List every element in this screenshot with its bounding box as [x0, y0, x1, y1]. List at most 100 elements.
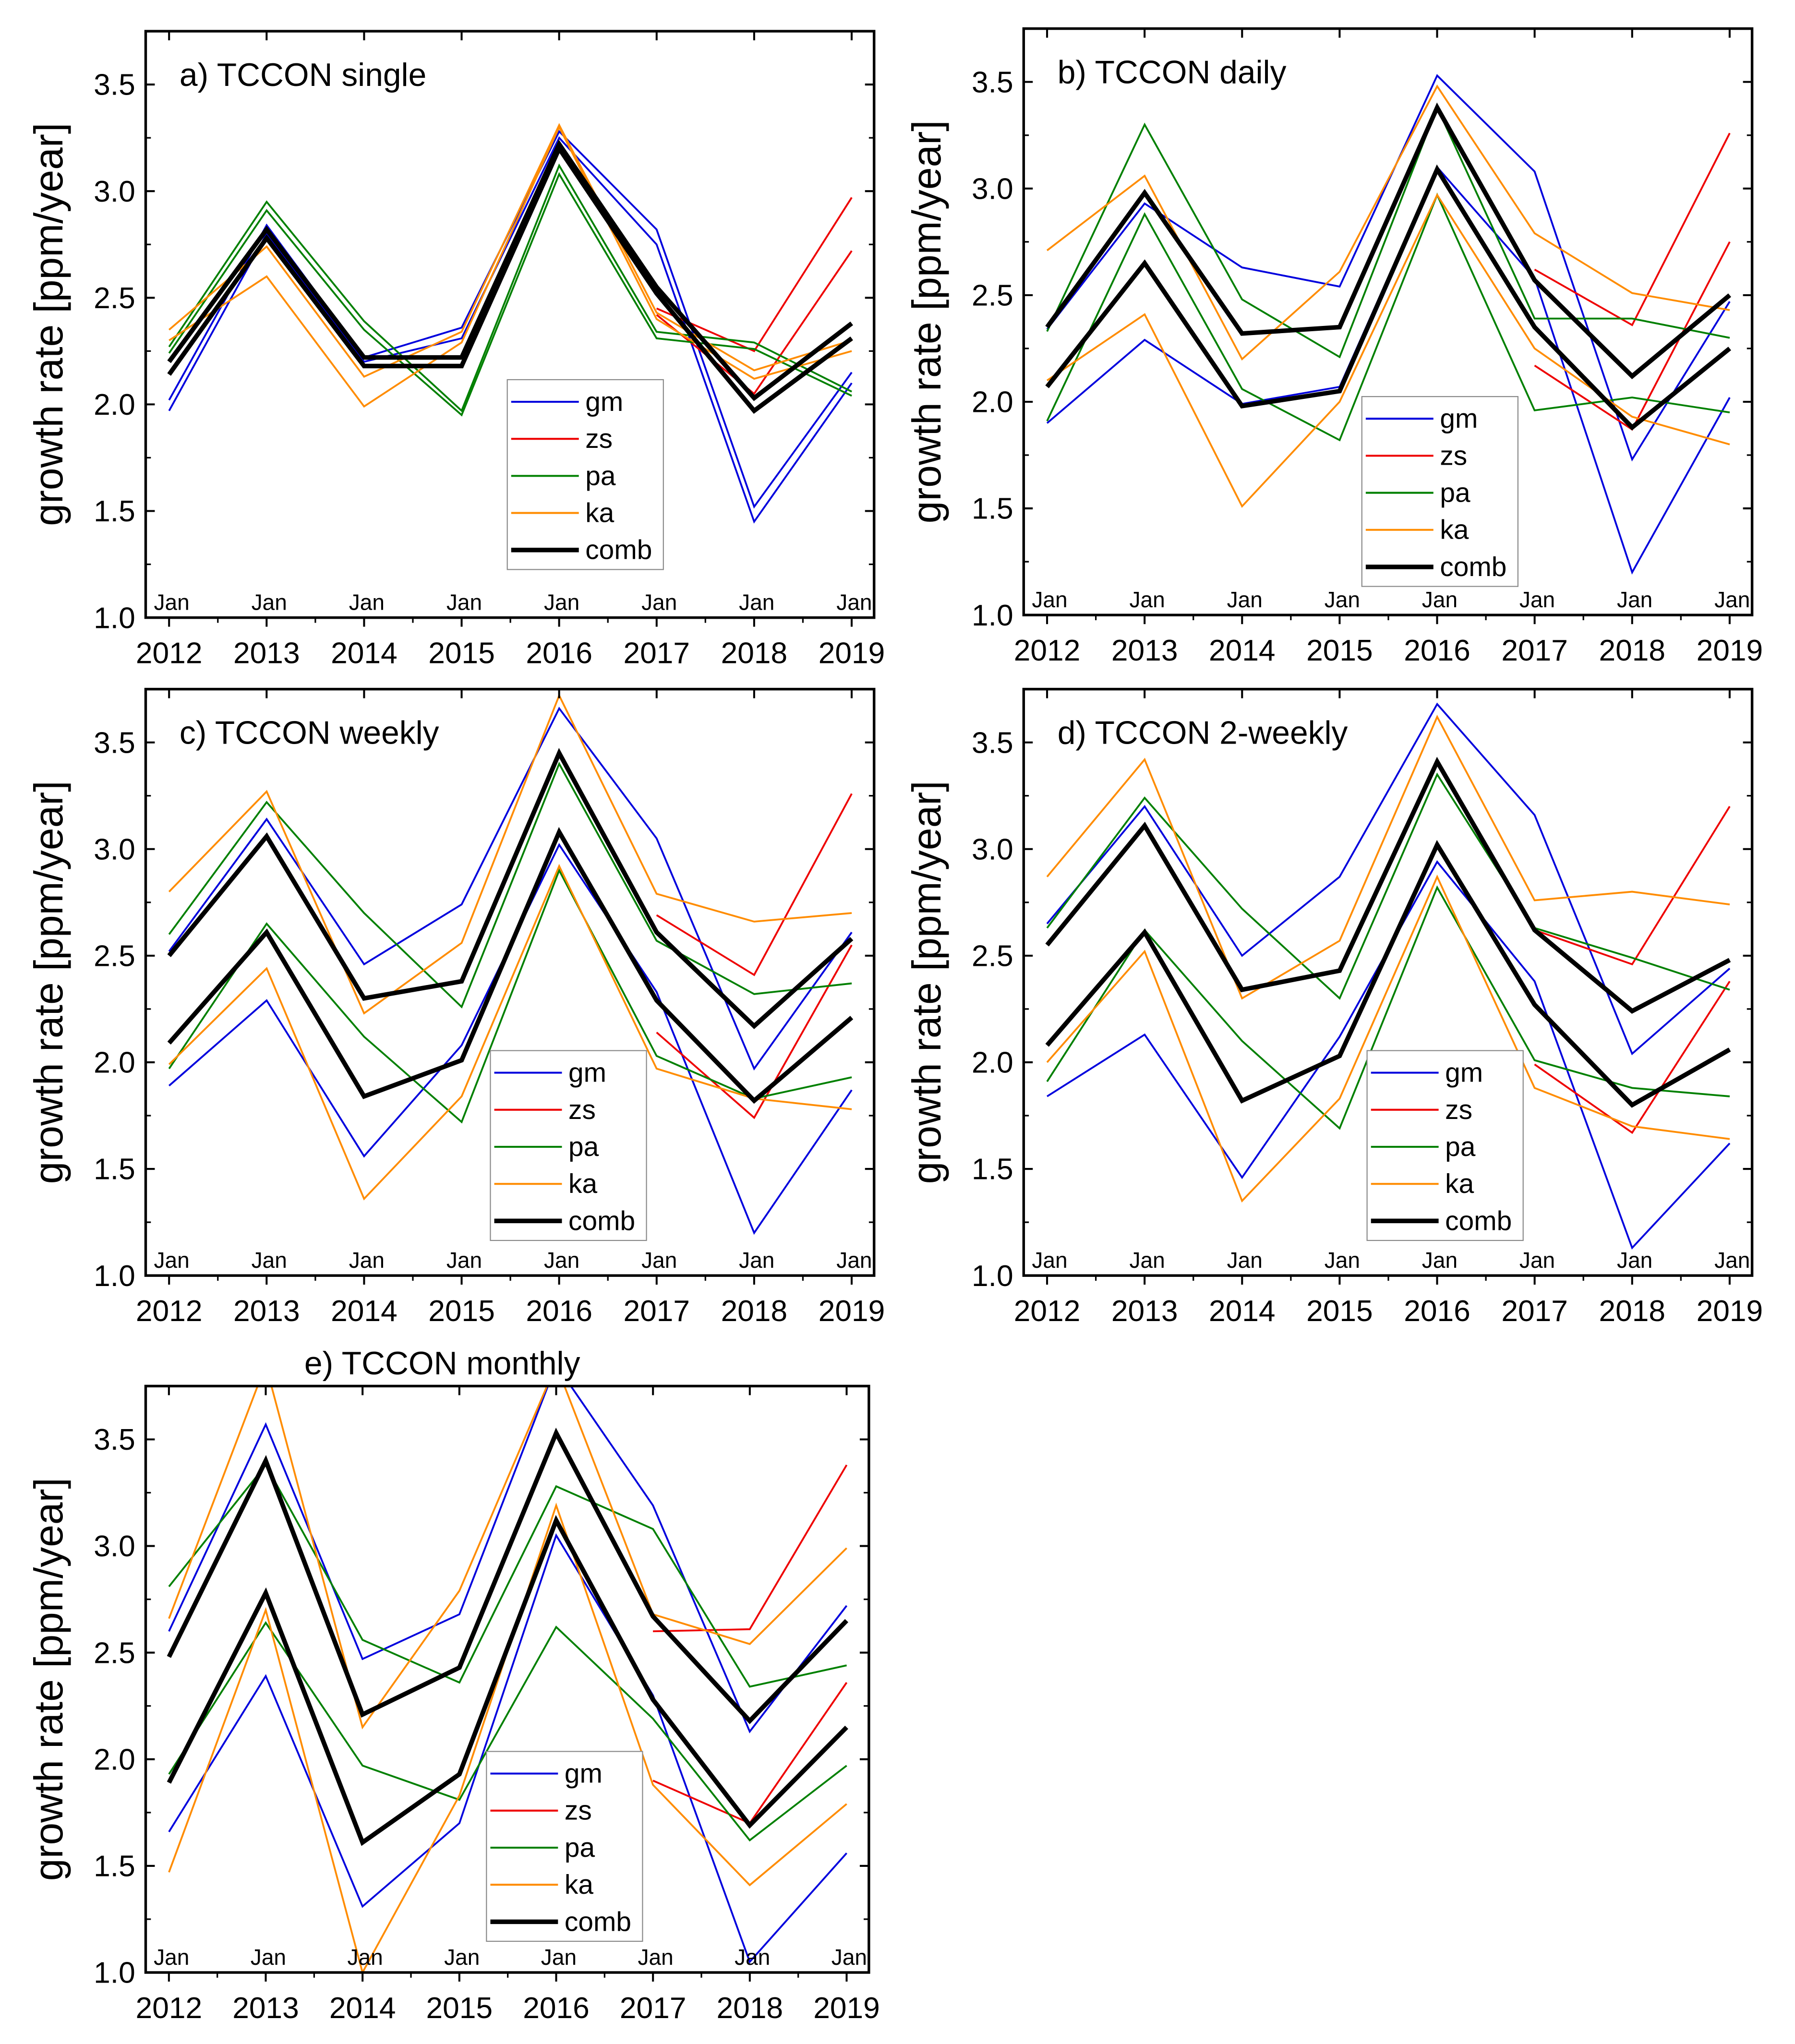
legend-label-ka: ka: [1445, 1169, 1474, 1199]
legend-label-comb: comb: [585, 535, 652, 565]
series-line-pa-lower: [168, 172, 852, 417]
x-tick-label: 2019: [1697, 634, 1763, 667]
y-tick-label: 3.5: [972, 66, 1013, 99]
series-line-gm-lower: [168, 1533, 847, 1964]
legend-label-zs: zs: [568, 1095, 596, 1125]
y-axis-label: growth rate [ppm/year]: [904, 120, 949, 523]
x-tick-label: 2017: [1501, 1295, 1568, 1328]
y-tick-label: 3.0: [972, 833, 1013, 866]
y-tick-label: 2.5: [94, 1636, 135, 1670]
x-tick-label: 2012: [136, 1992, 203, 2025]
x-tick-label: 2019: [1697, 1295, 1763, 1328]
series-line-pa-lower: [1046, 885, 1730, 1130]
y-tick-label: 2.5: [94, 282, 135, 315]
series-line-ka-lower: [168, 864, 852, 1201]
chart-panel-3: 1.0 1.5 2.0 2.5 3.0 3.5 2012 Jan 2013 Jan 2014 Jan 2…: [904, 687, 1763, 1328]
chart-title: b) TCCON daily: [1058, 54, 1287, 90]
x-month-label: Jan: [1519, 587, 1555, 612]
series-line-comb-lower: [1045, 164, 1731, 431]
x-month-label: Jan: [1227, 587, 1263, 612]
legend-label-comb: comb: [1440, 552, 1506, 582]
x-month-label: Jan: [1129, 1248, 1165, 1273]
legend-label-pa: pa: [585, 461, 616, 491]
y-tick-label: 1.5: [972, 493, 1013, 526]
x-tick-label: 2013: [233, 637, 300, 670]
x-month-label: Jan: [739, 589, 774, 614]
x-month-label: Jan: [544, 1248, 579, 1273]
y-tick-label: 3.5: [94, 69, 135, 102]
legend-box: [1366, 1050, 1524, 1241]
y-tick-label: 1.5: [972, 1153, 1013, 1186]
x-tick-label: 2016: [523, 1992, 590, 2025]
x-month-label: Jan: [638, 1945, 673, 1970]
x-tick-label: 2013: [1111, 1295, 1178, 1328]
legend-label-gm: gm: [585, 387, 623, 417]
y-tick-label: 3.0: [94, 833, 135, 866]
y-tick-label: 2.0: [94, 388, 135, 421]
legend: gm zs pa ka comb: [486, 1751, 643, 1942]
chart-title: d) TCCON 2-weekly: [1058, 715, 1348, 751]
series-line-pa-lower: [168, 868, 852, 1124]
legend-label-zs: zs: [1445, 1095, 1472, 1125]
y-axis-label: growth rate [ppm/year]: [26, 781, 71, 1184]
x-month-label: Jan: [1422, 587, 1458, 612]
legend-label-pa: pa: [565, 1833, 595, 1863]
legend: gm zs pa ka comb: [1361, 396, 1518, 587]
x-tick-label: 2016: [1404, 634, 1470, 667]
x-month-label: Jan: [444, 1945, 480, 1970]
x-tick-label: 2014: [331, 1295, 398, 1328]
legend-label-pa: pa: [1445, 1132, 1476, 1162]
legend-label-pa: pa: [568, 1132, 599, 1162]
x-tick-label: 2012: [136, 637, 203, 670]
x-month-label: Jan: [349, 1248, 385, 1273]
x-tick-label: 2015: [428, 1295, 495, 1328]
legend-label-ka: ka: [565, 1870, 593, 1900]
y-tick-label: 3.5: [972, 726, 1013, 759]
legend-box: [486, 1751, 643, 1942]
x-month-label: Jan: [154, 589, 189, 614]
chart-title: c) TCCON weekly: [180, 715, 439, 751]
series-line-comb-upper: [167, 1428, 848, 1724]
x-month-label: Jan: [251, 1945, 286, 1970]
legend-label-comb: comb: [1445, 1206, 1512, 1236]
legend-label-comb: comb: [568, 1206, 635, 1236]
x-month-label: Jan: [252, 589, 287, 614]
x-month-label: Jan: [1227, 1248, 1263, 1273]
series-line-ka-upper: [1046, 84, 1730, 361]
x-tick-label: 2019: [819, 1295, 885, 1328]
y-axis-label: growth rate [ppm/year]: [904, 781, 949, 1184]
x-tick-label: 2017: [620, 1992, 687, 2025]
x-month-label: Jan: [735, 1945, 770, 1970]
x-month-label: Jan: [154, 1945, 189, 1970]
series-line-zs-upper: [1534, 806, 1731, 966]
legend-label-zs: zs: [1440, 441, 1467, 471]
legend: gm zs pa ka comb: [506, 379, 664, 570]
x-month-label: Jan: [836, 589, 872, 614]
legend-label-ka: ka: [1440, 515, 1469, 545]
x-month-label: Jan: [1714, 587, 1750, 612]
y-tick-label: 3.0: [94, 1530, 135, 1563]
x-tick-label: 2013: [233, 1295, 300, 1328]
x-tick-label: 2018: [1599, 634, 1665, 667]
x-month-label: Jan: [1325, 587, 1360, 612]
x-tick-label: 2012: [1014, 634, 1081, 667]
legend-label-comb: comb: [565, 1907, 631, 1937]
y-tick-label: 1.5: [94, 1850, 135, 1883]
y-tick-label: 1.0: [972, 599, 1013, 632]
x-tick-label: 2016: [526, 1295, 592, 1328]
chart-panel-1: 1.0 1.5 2.0 2.5 3.0 3.5 2012 Jan 2013 Jan 2014 Jan 2…: [904, 27, 1763, 667]
series-line-pa-upper: [168, 163, 852, 412]
y-tick-label: 1.0: [94, 1957, 135, 1990]
y-tick-label: 2.5: [972, 940, 1013, 973]
series-line-comb-lower: [1045, 840, 1731, 1108]
legend-label-gm: gm: [568, 1058, 606, 1088]
series-line-ka-upper: [168, 123, 852, 378]
chart-title: a) TCCON single: [180, 57, 426, 93]
x-tick-label: 2015: [428, 637, 495, 670]
x-month-label: Jan: [541, 1945, 577, 1970]
x-tick-label: 2018: [717, 1992, 783, 2025]
series-line-zs-lower: [652, 1682, 848, 1825]
x-month-label: Jan: [739, 1248, 774, 1273]
x-tick-label: 2018: [1599, 1295, 1665, 1328]
legend: gm zs pa ka comb: [490, 1050, 647, 1241]
